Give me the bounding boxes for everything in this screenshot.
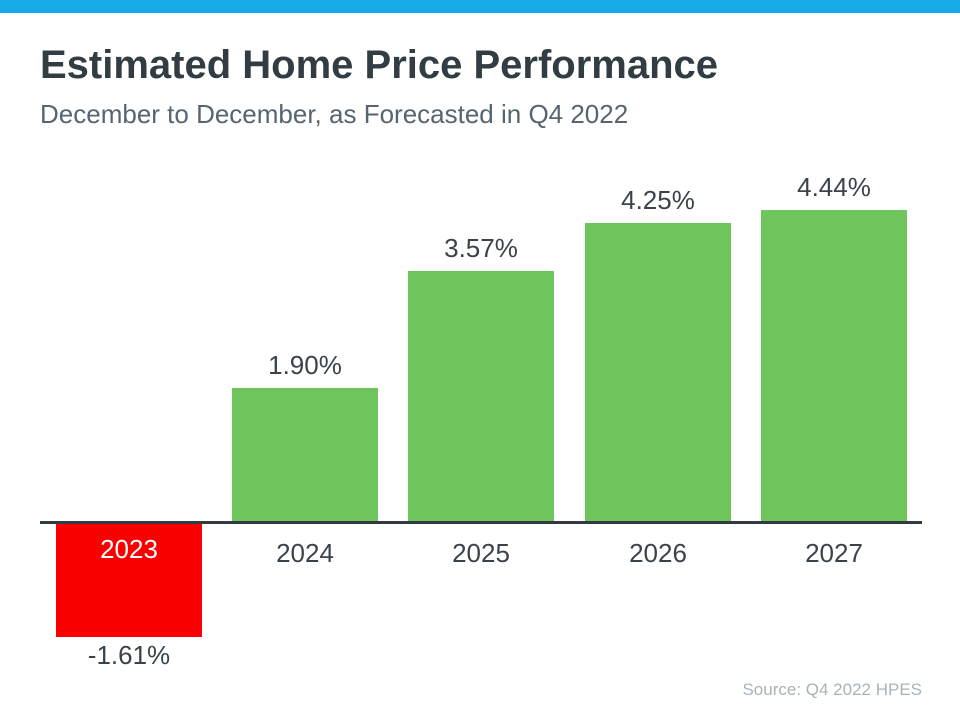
value-label-2025: 3.57% [444, 233, 518, 263]
category-label-2027: 2027 [805, 538, 863, 568]
category-label-2025: 2025 [452, 538, 510, 568]
value-label-2023: -1.61% [87, 640, 171, 670]
value-label-2026: 4.25% [621, 185, 695, 215]
chart-title: Estimated Home Price Performance [40, 43, 719, 87]
chart-subtitle: December to December, as Forecasted in Q… [40, 99, 629, 129]
value-label-2027: 4.44% [797, 172, 871, 202]
source-note: Source: Q4 2022 HPES [742, 680, 922, 699]
category-label-2023: 2023 [100, 534, 158, 564]
category-label-2026: 2026 [629, 538, 687, 568]
bar-2026 [585, 223, 731, 521]
bar-2023 [56, 524, 202, 637]
bar-2025 [408, 271, 554, 521]
top-accent-bar [0, 0, 960, 13]
value-label-2024: 1.90% [268, 350, 342, 380]
category-label-2024: 2024 [276, 538, 334, 568]
bar-2027 [761, 210, 907, 521]
bar-2024 [232, 388, 378, 521]
x-axis-line [40, 521, 922, 524]
